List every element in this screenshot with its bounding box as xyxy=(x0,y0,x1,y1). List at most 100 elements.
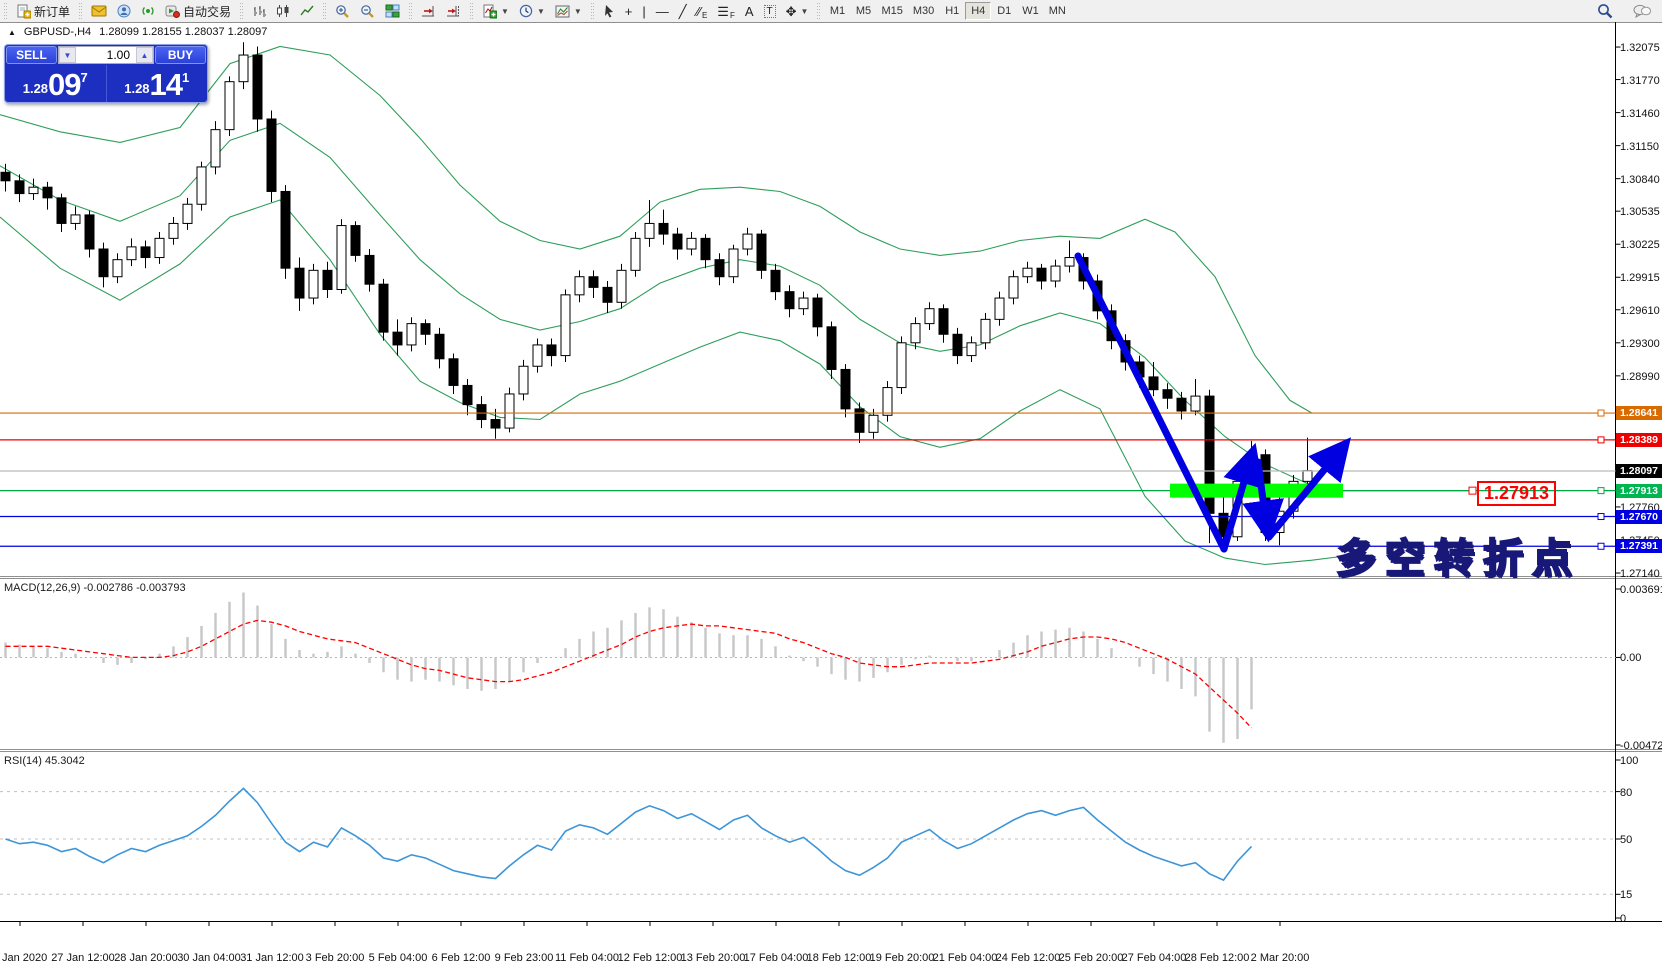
price-tick: 1.29915 xyxy=(1620,272,1660,285)
toolbar-group-handle[interactable] xyxy=(2,3,9,19)
time-label: 18 Feb 12:00 xyxy=(806,952,872,964)
rsi-scale-tick: 80 xyxy=(1620,786,1633,799)
community-button[interactable] xyxy=(112,1,136,21)
symbol-label: GBPUSD-,H4 xyxy=(23,26,92,38)
fibonacci-button[interactable]: ☰ F xyxy=(712,1,740,21)
search-button[interactable] xyxy=(1592,1,1618,21)
trendline-button[interactable]: ╱ xyxy=(674,1,692,21)
price-badge-1.27670: 1.27670 xyxy=(1616,509,1662,524)
timeframe-M5-button[interactable]: M5 xyxy=(850,2,876,20)
indicators-button[interactable]: ▼ xyxy=(477,1,514,21)
tile-windows-button[interactable] xyxy=(380,1,405,21)
rsi-scale-tick: 50 xyxy=(1620,834,1633,846)
price-tick: 1.29300 xyxy=(1620,337,1660,350)
toolbar-group-handle[interactable] xyxy=(238,3,246,19)
time-label: 6 Feb 12:00 xyxy=(431,952,491,964)
bollinger-bands-layer xyxy=(0,45,1346,566)
zoom-out-button[interactable] xyxy=(355,1,380,21)
chevron-down-icon[interactable]: ▼ xyxy=(536,6,545,16)
horizontal-line-icon: — xyxy=(655,3,669,19)
toolbar-group-handle[interactable] xyxy=(77,3,85,19)
toolbar-right-icons xyxy=(1592,0,1656,22)
volume-decrease-button[interactable]: ▼ xyxy=(59,47,76,63)
timeframe-H4-button[interactable]: H4 xyxy=(965,2,992,20)
toolbar-group-handle[interactable] xyxy=(468,3,476,19)
time-label: 5 Feb 04:00 xyxy=(368,952,428,964)
time-label: 28 Feb 12:00 xyxy=(1184,952,1250,964)
rsi-scale-tick: 0 xyxy=(1620,913,1627,925)
one-click-trading-panel: SELL ▼ 1.00 ▲ BUY 1.28 09 7 1.28 14 1 xyxy=(4,44,208,103)
community-icon xyxy=(117,4,131,18)
time-label: 30 Jan 04:00 xyxy=(177,952,241,964)
trend-arrows-layer[interactable] xyxy=(1074,252,1352,553)
neworder-icon xyxy=(16,4,31,19)
price-badge-1.28097: 1.28097 xyxy=(1616,464,1662,479)
clock-icon xyxy=(519,4,533,18)
auto-trading-button[interactable]: 自动交易 xyxy=(160,1,236,21)
toolbar-group-handle[interactable] xyxy=(588,3,596,19)
chart-canvas[interactable] xyxy=(0,0,1662,944)
templates-button[interactable]: ▼ xyxy=(550,1,587,21)
timeframe-M15-button[interactable]: M15 xyxy=(876,2,907,20)
bar-chart-button[interactable] xyxy=(247,1,271,21)
timeframe-H1-button[interactable]: H1 xyxy=(939,2,965,20)
line-chart-button[interactable] xyxy=(295,1,319,21)
chevron-down-icon[interactable]: ▼ xyxy=(800,6,809,16)
template-icon xyxy=(555,5,570,18)
crosshair-icon: + xyxy=(624,3,633,19)
volume-input[interactable]: 1.00 xyxy=(106,48,130,62)
time-label: 13 Feb 20:00 xyxy=(680,952,746,964)
timeframe-W1-button[interactable]: W1 xyxy=(1017,2,1044,20)
sell-button[interactable]: SELL xyxy=(6,46,57,64)
toolbar-group-handle[interactable] xyxy=(321,3,329,19)
bollinger-upper xyxy=(0,45,1313,414)
price-callout[interactable]: 1.27913 xyxy=(1477,481,1557,506)
chat-button[interactable] xyxy=(1628,1,1656,21)
crosshair-button[interactable]: + xyxy=(620,1,638,21)
candlestick-chart-button[interactable] xyxy=(271,1,295,21)
bars-icon xyxy=(252,4,267,18)
rsi-label: RSI(14) 45.3042 xyxy=(4,755,85,767)
timeframe-MN-button[interactable]: MN xyxy=(1044,2,1071,20)
periods-button[interactable]: ▼ xyxy=(514,1,550,21)
timeframe-M30-button[interactable]: M30 xyxy=(908,2,939,20)
sell-price[interactable]: 1.28 09 7 xyxy=(5,65,107,102)
auto-trading-button-label: 自动交易 xyxy=(183,4,232,19)
cursor-button[interactable] xyxy=(598,1,620,21)
timeframe-M1-button[interactable]: M1 xyxy=(824,2,850,20)
toolbar-group-handle[interactable] xyxy=(407,3,415,19)
buy-price[interactable]: 1.28 14 1 xyxy=(124,67,190,102)
time-label: 24 Feb 12:00 xyxy=(995,952,1061,964)
text-label-button[interactable]: T xyxy=(759,1,781,21)
buy-button[interactable]: BUY xyxy=(155,46,206,64)
arrows-dropdown-button[interactable]: ✥ ▼ xyxy=(781,1,814,21)
time-label: 4 Jan 2020 xyxy=(0,952,48,964)
equidistant-channel-icon: ∕∕ xyxy=(696,3,701,19)
candles-icon xyxy=(276,4,290,18)
price-tick: 1.31460 xyxy=(1620,107,1660,120)
time-label: 3 Feb 20:00 xyxy=(305,952,365,964)
mailbox-button[interactable] xyxy=(86,1,112,21)
equidistant-channel-button[interactable]: ∕∕ E xyxy=(692,1,713,21)
price-tick: 1.30535 xyxy=(1620,206,1660,219)
new-order-button[interactable]: 新订单 xyxy=(11,1,75,21)
text-button[interactable]: A xyxy=(740,1,759,21)
chevron-down-icon[interactable]: ▼ xyxy=(573,6,582,16)
chart-shift-button[interactable] xyxy=(441,1,466,21)
zoom-in-button[interactable] xyxy=(330,1,355,21)
chart-area[interactable]: ▲ GBPUSD-,H4 1.28099 1.28155 1.28037 1.2… xyxy=(0,22,1662,964)
auto-scroll-button[interactable] xyxy=(416,1,441,21)
timeframe-D1-button[interactable]: D1 xyxy=(991,2,1017,20)
tile-icon xyxy=(385,4,400,18)
time-label: 27 Jan 12:00 xyxy=(51,952,115,964)
vertical-line-icon: | xyxy=(642,3,646,19)
chevron-down-icon[interactable]: ▼ xyxy=(501,6,509,16)
turning-point-annotation[interactable]: 多空转折点 xyxy=(1335,536,1581,582)
volume-increase-button[interactable]: ▲ xyxy=(136,47,153,63)
price-tick: 1.30840 xyxy=(1620,173,1660,186)
signals-button[interactable] xyxy=(136,1,160,21)
vertical-line-button[interactable]: | xyxy=(637,1,650,21)
horizontal-line-button[interactable]: — xyxy=(651,1,674,21)
